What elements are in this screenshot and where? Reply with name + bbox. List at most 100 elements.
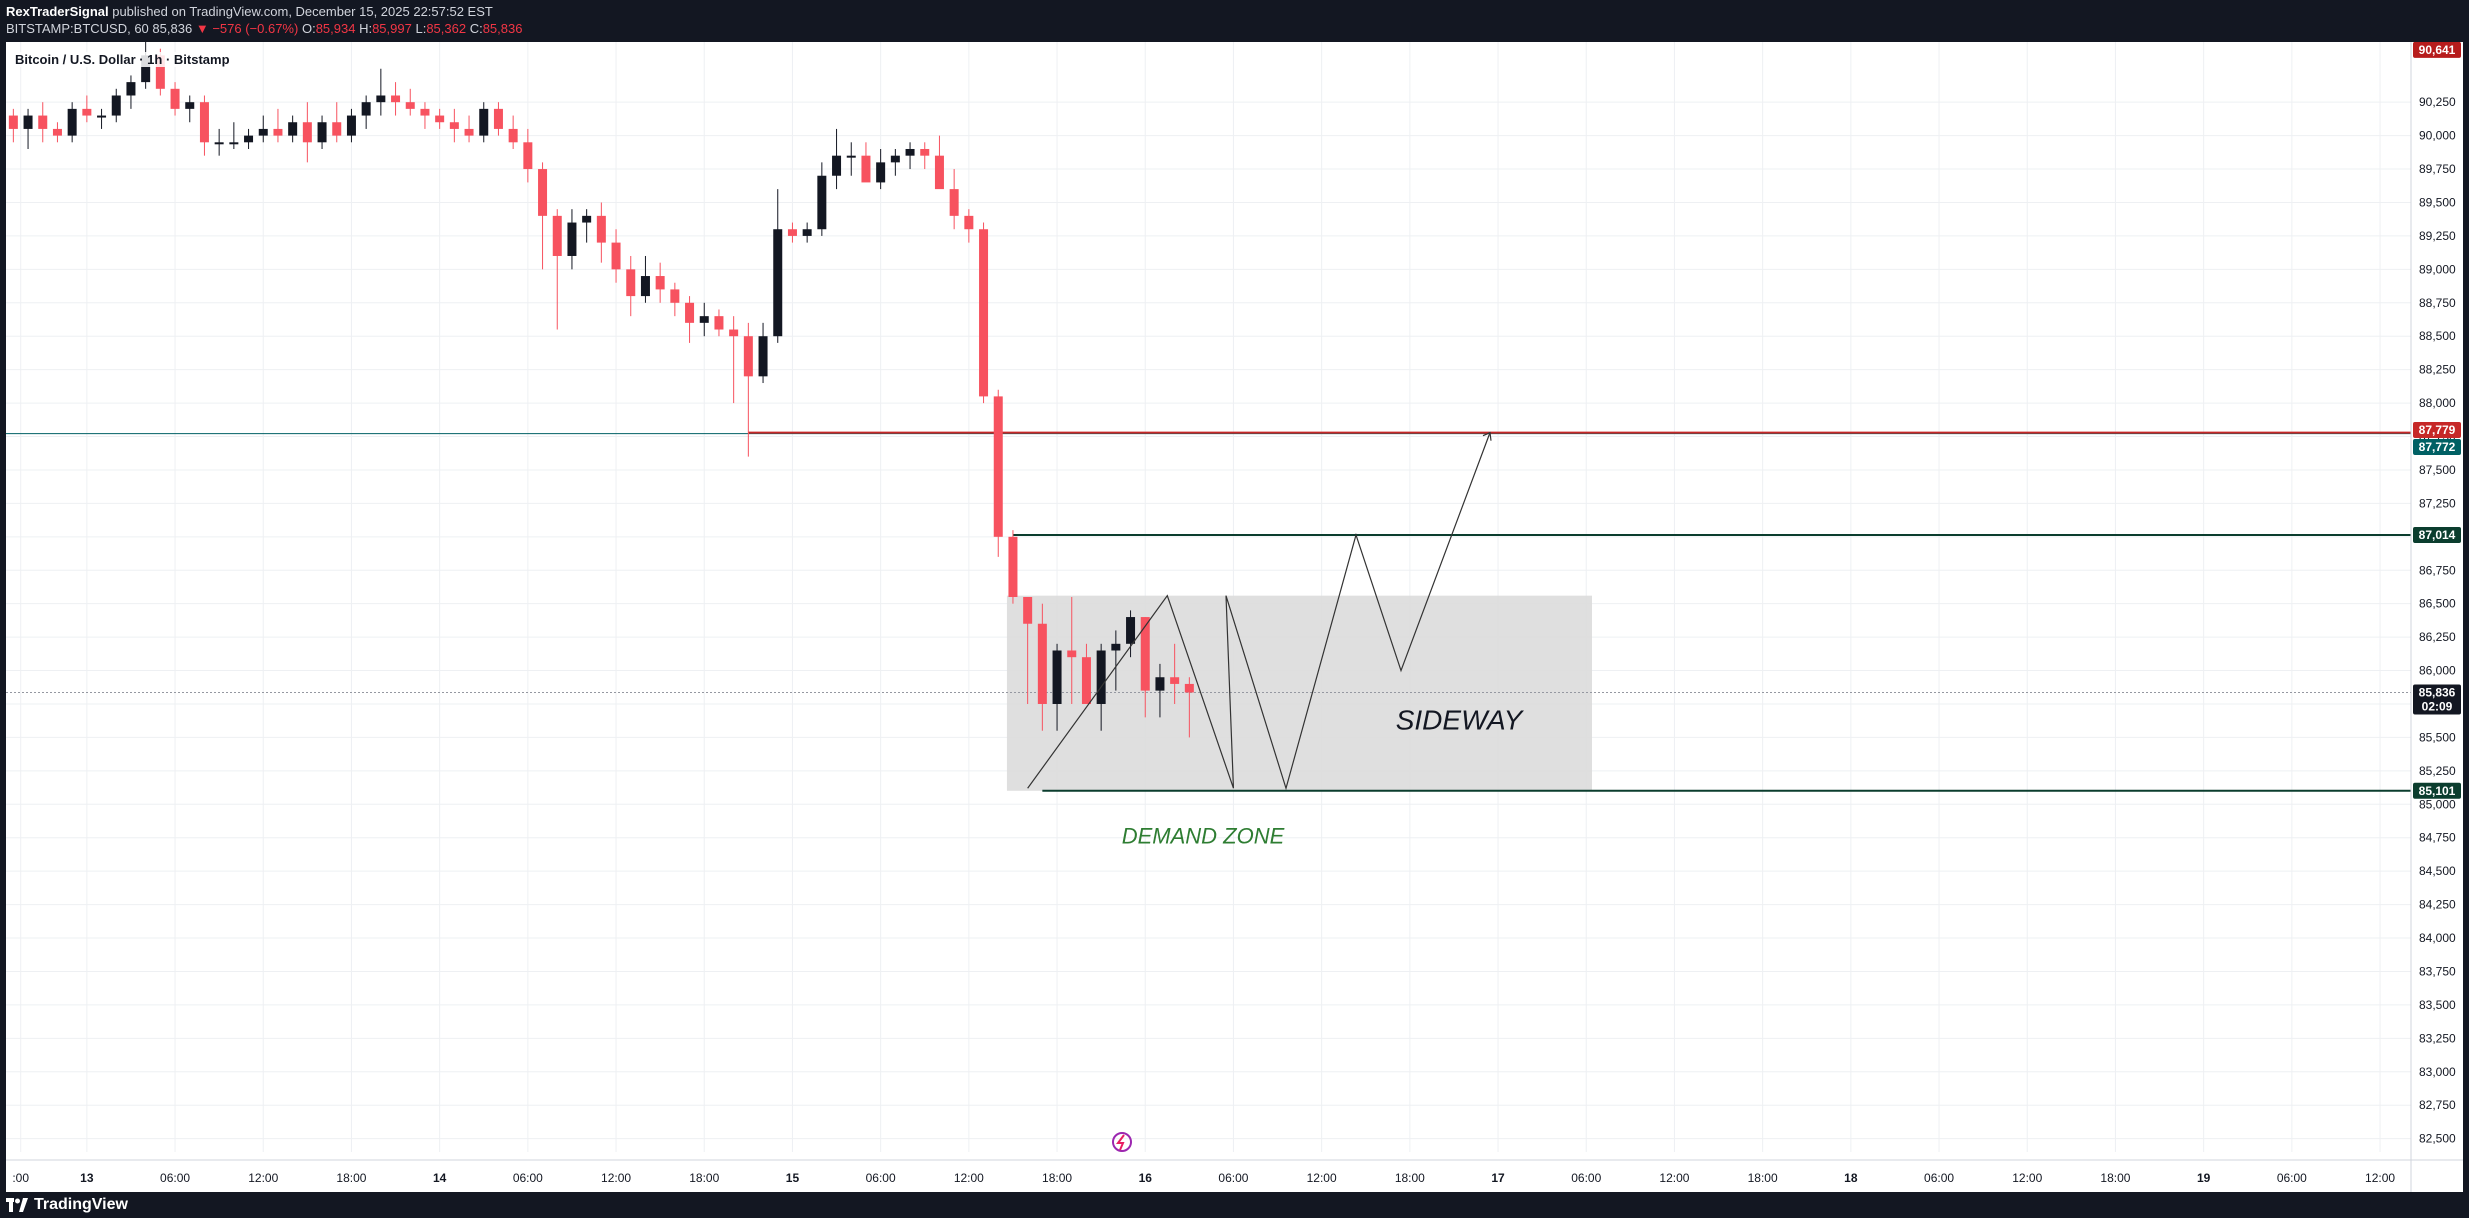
candle-body[interactable] [449, 122, 459, 129]
candle-body[interactable] [582, 215, 592, 223]
candle-body[interactable] [1184, 683, 1194, 693]
candle-body[interactable] [82, 108, 92, 116]
candle-body[interactable] [493, 108, 503, 129]
price-tag-87779-text: 87,779 [2419, 423, 2456, 437]
candle-body[interactable] [229, 142, 239, 145]
candle-body[interactable] [1052, 650, 1062, 704]
price-scale[interactable]: 82,500 82,750 83,000 83,250 83,500 83,750 84,0… [2419, 95, 2456, 1145]
price-tag-87014-text: 87,014 [2419, 528, 2456, 542]
candle-body[interactable] [729, 329, 739, 337]
candle-body[interactable] [405, 102, 415, 109]
candle-body[interactable] [596, 215, 606, 243]
candle-body[interactable] [1140, 617, 1150, 691]
candle-body[interactable] [214, 142, 224, 145]
candle-body[interactable] [655, 276, 665, 290]
candle-body[interactable] [1111, 643, 1121, 651]
candle-body[interactable] [876, 162, 886, 183]
author-name[interactable]: RexTraderSignal [6, 4, 109, 19]
price-tag-current[interactable] [2413, 684, 2461, 715]
candle-body[interactable] [890, 155, 900, 163]
candle-body[interactable] [846, 155, 856, 158]
lightning-bolt-icon [1116, 1134, 1125, 1151]
candle-body[interactable] [552, 215, 562, 256]
candle-body[interactable] [273, 128, 283, 136]
candle-body[interactable] [567, 222, 577, 256]
candle-body[interactable] [155, 55, 165, 89]
candle-body[interactable] [244, 135, 254, 143]
candle-body[interactable] [435, 115, 445, 123]
candle-body[interactable] [758, 336, 768, 377]
candle-body[interactable] [1155, 677, 1165, 691]
candle-body[interactable] [1081, 657, 1091, 704]
candle-body[interactable] [141, 55, 151, 83]
candle-body[interactable] [1008, 536, 1018, 597]
price-tag-87779[interactable] [2413, 421, 2461, 438]
candle-body[interactable] [934, 155, 944, 190]
candle-body[interactable] [905, 148, 915, 156]
candle-body[interactable] [832, 155, 842, 176]
candle-body[interactable] [302, 122, 312, 143]
price-tag-high[interactable] [2413, 42, 2461, 58]
candle-body[interactable] [332, 122, 342, 136]
candle-body[interactable] [1096, 650, 1106, 704]
candle-body[interactable] [979, 229, 989, 397]
price-tag-87014[interactable] [2413, 526, 2461, 543]
candle-body[interactable] [199, 102, 209, 143]
candle-body[interactable] [1126, 617, 1136, 644]
price-tag-85101[interactable] [2413, 782, 2461, 799]
candle-body[interactable] [420, 108, 430, 116]
candle-body[interactable] [346, 115, 356, 136]
candle-body[interactable] [464, 128, 474, 136]
candle-body[interactable] [258, 128, 268, 136]
candle-body[interactable] [508, 128, 518, 143]
candle-body[interactable] [743, 336, 753, 377]
candle-body[interactable] [185, 102, 195, 109]
candle-body[interactable] [126, 82, 136, 96]
candle-body[interactable] [773, 229, 783, 337]
candle-body[interactable] [611, 242, 621, 270]
price-chart[interactable]: SIDEWAY DEMAND ZONE 82,500 82,750 83,000 83,2… [6, 42, 2463, 1192]
candle-body[interactable] [67, 108, 77, 136]
candle-body[interactable] [1170, 677, 1180, 684]
candle-body[interactable] [920, 148, 930, 156]
candle-body[interactable] [626, 269, 636, 297]
candle-body[interactable] [787, 229, 797, 236]
candle-body[interactable] [1067, 650, 1077, 658]
candle-body[interactable] [640, 276, 650, 297]
chart-area[interactable]: SIDEWAY DEMAND ZONE 82,500 82,750 83,000 83,2… [6, 42, 2463, 1192]
candle-body[interactable] [993, 396, 1003, 537]
candle-body[interactable] [23, 115, 33, 129]
candle-body[interactable] [288, 122, 298, 136]
candle-body[interactable] [949, 189, 959, 216]
candle-body[interactable] [479, 108, 489, 136]
candle-body[interactable] [111, 95, 121, 116]
candle-body[interactable] [714, 316, 724, 330]
candle-body[interactable] [538, 169, 548, 216]
sideway-zone[interactable] [1006, 595, 1592, 791]
candle-body[interactable] [802, 229, 812, 236]
candle-body[interactable] [361, 102, 371, 116]
candle-body[interactable] [97, 115, 107, 118]
candle-body[interactable] [317, 122, 327, 143]
candle-body[interactable] [1023, 597, 1033, 624]
candle-body[interactable] [861, 155, 871, 183]
projection-path[interactable] [1027, 432, 1491, 791]
candle-body[interactable] [170, 88, 180, 109]
candle-body[interactable] [523, 142, 533, 170]
candle-body[interactable] [8, 115, 18, 129]
time-scale[interactable]: :00 13 06:00 12:00 18:00 14 06:00 12:00 18:00 15 0… [12, 1171, 2395, 1185]
candle-body[interactable] [670, 289, 680, 303]
candle-body[interactable] [685, 302, 695, 323]
tradingview-logo[interactable]: TradingView [6, 1196, 128, 1214]
time-tick-label: 12:00 [1659, 1171, 1689, 1185]
lightning-event-icon[interactable] [1112, 1132, 1132, 1152]
candle-body[interactable] [964, 215, 974, 230]
candle-body[interactable] [817, 175, 827, 230]
candle-body[interactable] [38, 115, 48, 129]
price-tag-87772[interactable] [2413, 438, 2461, 455]
candle-body[interactable] [391, 95, 401, 103]
candle-body[interactable] [376, 95, 386, 103]
candle-body[interactable] [52, 128, 62, 136]
candle-body[interactable] [699, 316, 709, 323]
candle-body[interactable] [1037, 623, 1047, 704]
